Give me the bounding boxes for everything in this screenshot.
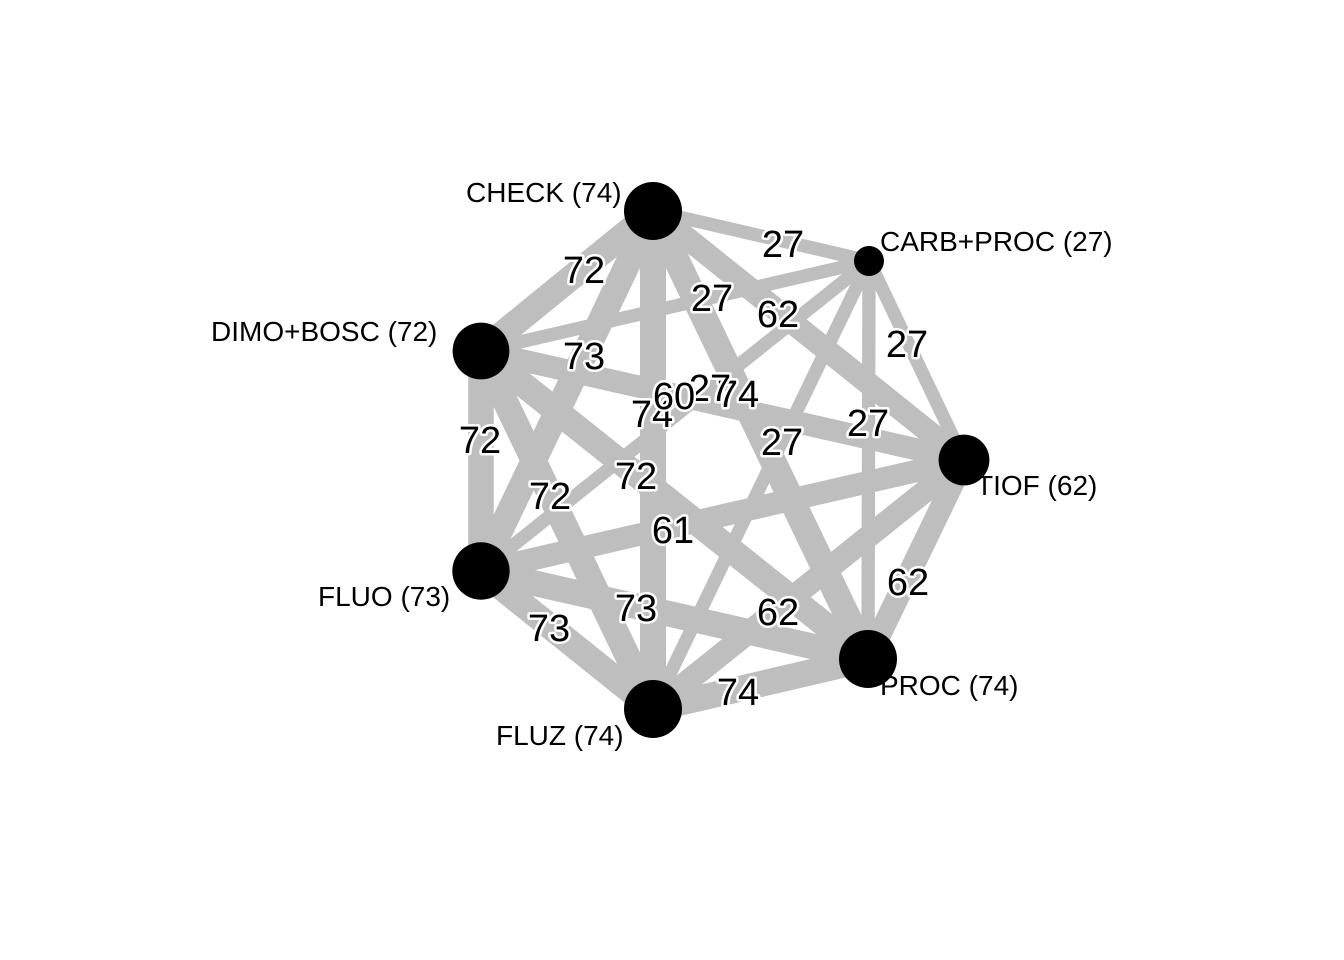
nodes-layer — [452, 182, 990, 738]
node-label-fluz: FLUZ (74) — [496, 720, 624, 751]
node-check — [624, 182, 682, 240]
node-label-fluo: FLUO (73) — [318, 581, 450, 612]
edge-label-carb-proc-tiof: 27 — [886, 324, 928, 366]
edge-check-tiof — [645, 202, 972, 469]
node-label-tiof: TIOF (62) — [976, 470, 1097, 501]
edge-label-check-carb-proc: 27 — [762, 224, 804, 266]
edge-label-fluo-proc: 73 — [615, 588, 657, 630]
node-label-carb-proc: CARB+PROC (27) — [880, 226, 1113, 257]
edge-label-fluo-fluz: 73 — [528, 608, 570, 650]
edge-label-check-dimo-bosc: 72 — [563, 250, 605, 292]
node-labels-layer: CHECK (74) CARB+PROC (27) TIOF (62) PROC (7… — [211, 177, 1113, 751]
edge-carb-proc-fluo — [476, 255, 874, 577]
node-carb-proc — [854, 246, 884, 276]
edge-dimo-bosc-tiof — [478, 340, 967, 471]
edge-fluz-proc — [650, 646, 871, 722]
edge-label-dimo-bosc-proc: 72 — [615, 456, 657, 498]
edge-carb-proc-proc — [861, 260, 876, 660]
edge-carb-proc-fluz — [647, 258, 875, 712]
edge-label-carb-proc-fluz: 27 — [689, 368, 731, 410]
edge-label-dimo-bosc-tiof: 60 — [653, 376, 695, 418]
edge-label-dimo-bosc-fluo: 72 — [459, 420, 501, 462]
edge-dimo-bosc-proc — [473, 341, 876, 669]
edge-tiof-proc — [857, 455, 975, 664]
edge-label-tiof-fluo: 61 — [652, 510, 694, 552]
node-label-check: CHECK (74) — [466, 177, 622, 208]
node-label-proc: PROC (74) — [880, 670, 1018, 701]
edge-check-fluo — [469, 205, 665, 577]
edge-label-carb-proc-dimo-bosc: 27 — [691, 278, 733, 320]
edge-check-dimo-bosc — [472, 201, 662, 361]
edge-fluo-fluz — [472, 560, 662, 720]
edge-carb-proc-tiof — [862, 258, 971, 463]
edge-tiof-fluz — [645, 451, 972, 718]
edge-label-carb-proc-fluo: 27 — [761, 422, 803, 464]
node-tiof — [938, 434, 990, 486]
node-fluz — [624, 680, 682, 738]
node-proc — [839, 630, 897, 688]
edge-label-tiof-proc: 62 — [887, 562, 929, 604]
node-dimo-bosc — [452, 322, 510, 380]
edge-label-dimo-bosc-fluz: 72 — [529, 476, 571, 518]
edge-dimo-bosc-fluz — [469, 345, 665, 715]
node-fluo — [452, 542, 510, 600]
edge-carb-proc-dimo-bosc — [479, 254, 871, 358]
edge-label-check-proc: 74 — [717, 374, 759, 416]
edge-label-check-tiof: 62 — [757, 294, 799, 336]
edge-label-carb-proc-proc: 27 — [847, 403, 889, 445]
edges-layer — [468, 201, 975, 722]
edge-fluo-proc — [478, 558, 871, 672]
edge-label-tiof-fluz: 62 — [757, 592, 799, 634]
edge-label-fluz-proc: 74 — [717, 672, 759, 714]
edge-check-carb-proc — [651, 204, 871, 268]
edge-tiof-fluo — [478, 449, 967, 582]
node-label-dimo-bosc: DIMO+BOSC (72) — [211, 316, 437, 347]
edge-check-proc — [641, 205, 880, 665]
edge-label-check-fluz: 74 — [631, 394, 673, 436]
edge-label-check-fluo: 73 — [563, 336, 605, 378]
